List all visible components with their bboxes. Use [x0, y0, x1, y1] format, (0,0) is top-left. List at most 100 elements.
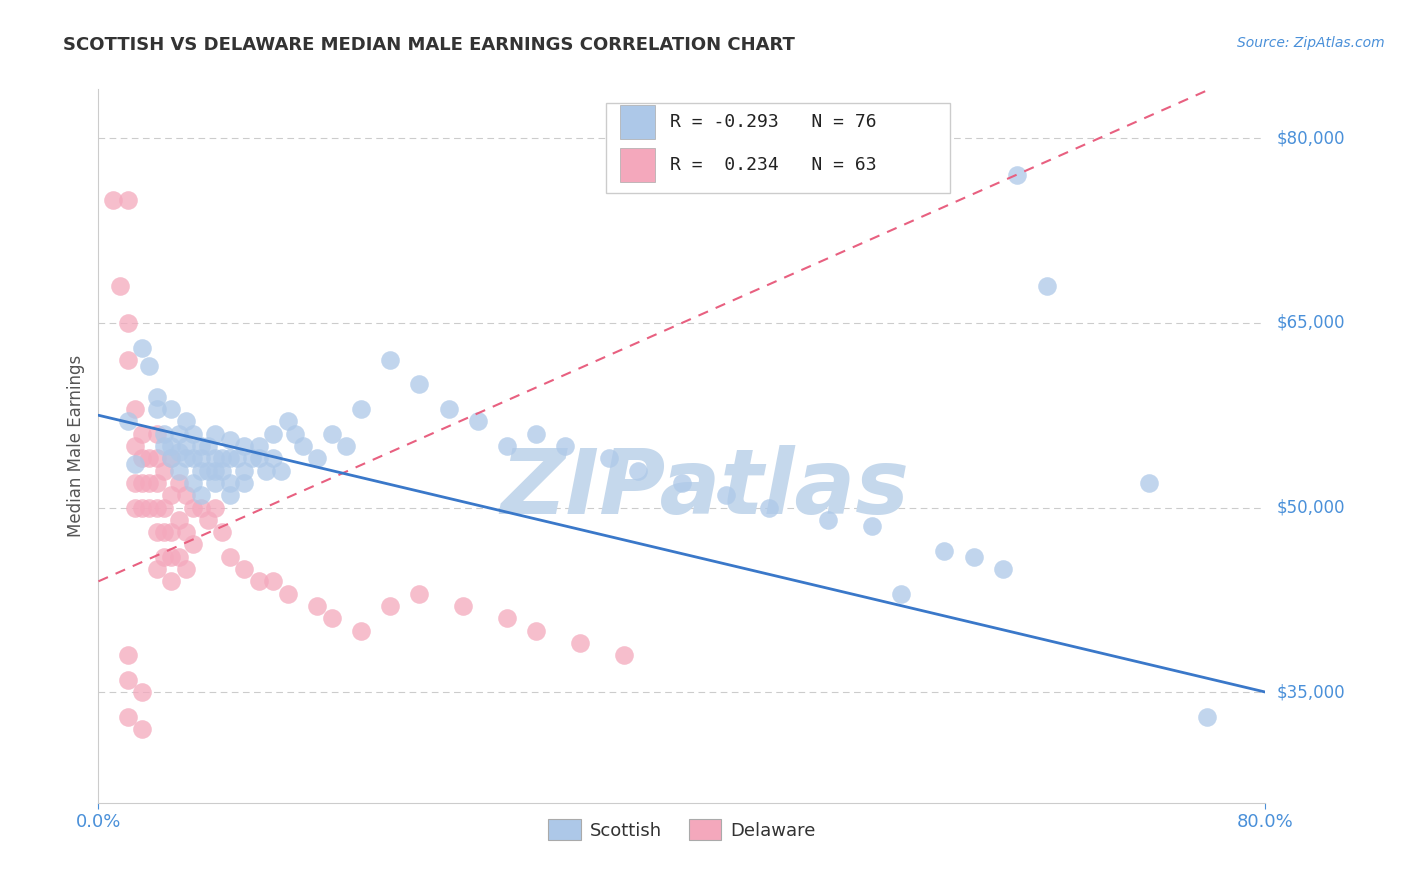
Point — [991, 562, 1014, 576]
Point — [146, 475, 169, 490]
Text: $35,000: $35,000 — [1277, 683, 1346, 701]
Point — [612, 648, 634, 662]
Legend: Scottish, Delaware: Scottish, Delaware — [541, 812, 823, 847]
Point — [408, 587, 430, 601]
Text: $65,000: $65,000 — [1277, 314, 1346, 332]
Point — [218, 433, 240, 447]
Point — [167, 475, 190, 490]
Point — [233, 464, 256, 478]
Point — [160, 525, 183, 540]
FancyBboxPatch shape — [606, 103, 950, 193]
Point — [817, 513, 839, 527]
Point — [146, 525, 169, 540]
Text: SCOTTISH VS DELAWARE MEDIAN MALE EARNINGS CORRELATION CHART: SCOTTISH VS DELAWARE MEDIAN MALE EARNING… — [63, 36, 796, 54]
Point — [181, 451, 204, 466]
Point — [1007, 169, 1029, 183]
Point — [934, 543, 956, 558]
Point — [138, 451, 160, 466]
Point — [467, 414, 489, 428]
Point — [190, 451, 212, 466]
Point — [204, 426, 226, 441]
Bar — [620, 105, 655, 139]
Point — [110, 279, 132, 293]
Text: ZIPatlas: ZIPatlas — [501, 445, 910, 533]
Point — [277, 587, 299, 601]
Point — [204, 500, 226, 515]
Point — [247, 574, 270, 589]
Text: R =  0.234   N = 63: R = 0.234 N = 63 — [671, 156, 877, 174]
Point — [204, 464, 226, 478]
Point — [218, 488, 240, 502]
Point — [138, 500, 160, 515]
Point — [307, 451, 329, 466]
Point — [254, 464, 277, 478]
Point — [138, 475, 160, 490]
Point — [131, 685, 153, 699]
Point — [167, 513, 190, 527]
Point — [101, 193, 124, 207]
Point — [131, 722, 153, 736]
Point — [174, 414, 197, 428]
Point — [131, 451, 153, 466]
Point — [167, 445, 190, 459]
Point — [962, 549, 984, 564]
Point — [211, 525, 233, 540]
Point — [146, 500, 169, 515]
Point — [153, 500, 176, 515]
Point — [153, 439, 176, 453]
Point — [146, 390, 169, 404]
Point — [160, 549, 183, 564]
Point — [146, 426, 169, 441]
Point — [174, 488, 197, 502]
Point — [117, 352, 139, 367]
Point — [226, 451, 249, 466]
Point — [190, 500, 212, 515]
Point — [138, 359, 160, 373]
Point — [146, 562, 169, 576]
Point — [218, 475, 240, 490]
Point — [160, 488, 183, 502]
Point — [117, 709, 139, 723]
Point — [117, 193, 139, 207]
Point — [714, 488, 737, 502]
Point — [117, 414, 139, 428]
Bar — [620, 148, 655, 182]
Point — [146, 402, 169, 417]
Point — [153, 464, 176, 478]
Point — [181, 537, 204, 551]
Point — [321, 426, 343, 441]
Text: R = -0.293   N = 76: R = -0.293 N = 76 — [671, 113, 877, 131]
Point — [211, 464, 233, 478]
Point — [117, 673, 139, 687]
Point — [277, 414, 299, 428]
Point — [524, 426, 547, 441]
Point — [124, 402, 146, 417]
Point — [174, 439, 197, 453]
Point — [890, 587, 912, 601]
Point — [160, 451, 183, 466]
Point — [160, 574, 183, 589]
Point — [204, 475, 226, 490]
Point — [131, 475, 153, 490]
Text: $50,000: $50,000 — [1277, 499, 1346, 516]
Point — [167, 549, 190, 564]
Point — [197, 464, 219, 478]
Point — [160, 451, 183, 466]
Point — [160, 402, 183, 417]
Point — [233, 439, 256, 453]
Text: $80,000: $80,000 — [1277, 129, 1346, 147]
Point — [247, 451, 270, 466]
Point — [233, 475, 256, 490]
Point — [380, 352, 402, 367]
Point — [350, 624, 373, 638]
Point — [262, 451, 284, 466]
Point — [174, 451, 197, 466]
Point — [860, 519, 883, 533]
Point — [153, 426, 176, 441]
Point — [262, 574, 284, 589]
Point — [131, 341, 153, 355]
Point — [153, 525, 176, 540]
Point — [1035, 279, 1057, 293]
Point — [218, 549, 240, 564]
Point — [181, 500, 204, 515]
